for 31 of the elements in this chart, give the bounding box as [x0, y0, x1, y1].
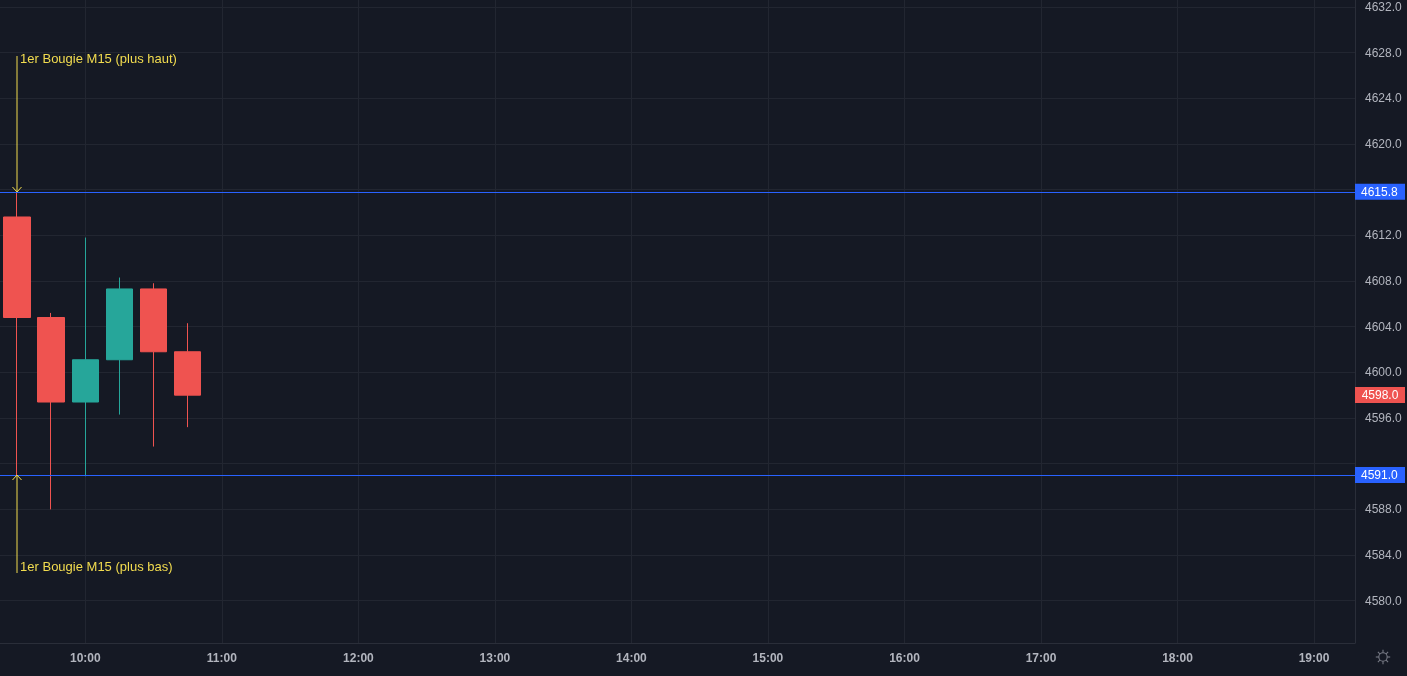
- y-tick-label: 4628.0: [1365, 45, 1403, 60]
- x-tick-label: 11:00: [206, 651, 238, 665]
- x-tick-label: 17:00: [1025, 651, 1057, 665]
- y-tick-label: 4608.0: [1365, 273, 1403, 288]
- y-tick-label: 4624.0: [1365, 91, 1403, 106]
- x-tick-label: 15:00: [752, 651, 784, 665]
- y-tick-label: 4588.0: [1365, 502, 1403, 517]
- x-tick-label: 18:00: [1162, 651, 1194, 665]
- x-tick-label: 12:00: [343, 651, 375, 665]
- x-tick-label: 10:00: [69, 651, 101, 665]
- x-tick-label: 14:00: [616, 651, 648, 665]
- y-tick-label: 4596.0: [1365, 411, 1403, 426]
- candlestick: [174, 322, 201, 428]
- y-tick-label: 4600.0: [1365, 365, 1403, 380]
- y-tick-label: 4632.0: [1365, 0, 1403, 14]
- x-tick-label: 19:00: [1298, 651, 1330, 665]
- y-tick-label: 4584.0: [1365, 548, 1403, 563]
- annotation: 1er Bougie M15 (plus bas): [20, 559, 173, 576]
- text: 4598.0: [1355, 387, 1405, 404]
- candlestick: [140, 282, 167, 448]
- candlestick: [106, 277, 133, 416]
- y-tick-label: 4620.0: [1365, 136, 1403, 151]
- x-tick-label: 13:00: [479, 651, 511, 665]
- y-tick-label: 4604.0: [1365, 319, 1403, 334]
- annotation: 1er Bougie M15 (plus haut): [20, 50, 177, 67]
- y-tick-label: 4580.0: [1365, 593, 1403, 608]
- candlestick: [37, 312, 65, 510]
- ref-line-label: 4591.0: [1361, 468, 1399, 483]
- ref-line-label: 4615.8: [1361, 184, 1399, 199]
- y-tick-label: 4612.0: [1365, 228, 1403, 243]
- x-tick-label: 16:00: [889, 651, 921, 665]
